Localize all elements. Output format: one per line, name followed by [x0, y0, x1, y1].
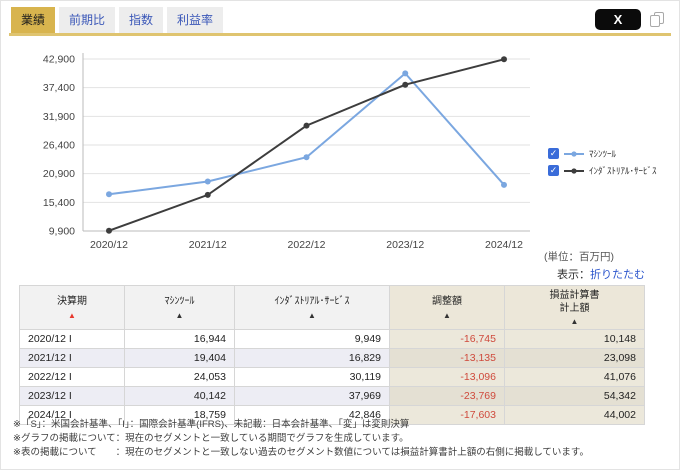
table-cell: 10,148: [504, 329, 645, 349]
table-cell: -13,096: [389, 367, 505, 387]
footnote-line: ※グラフの掲載について：現在のセグメントと一致している期間でグラフを生成していま…: [13, 432, 409, 444]
table-cell: 2024/12 I: [19, 405, 125, 425]
table-row: 2024/12 I 18,759 42,846 -17,603 44,002: [19, 405, 645, 425]
legend-label: ｲﾝﾀﾞｽﾄﾘｱﾙ･ｻｰﾋﾞｽ: [589, 166, 657, 176]
table-cell: 30,119: [234, 367, 390, 387]
unit-label: (単位：百万円): [544, 251, 614, 263]
svg-text:2021/12: 2021/12: [189, 239, 227, 251]
legend-item-0: ✓ ﾏｼﾝﾂｰﾙ: [548, 147, 657, 160]
table-cell: 2023/12 I: [19, 386, 125, 406]
tab-0[interactable]: 業績: [11, 7, 56, 33]
table-cell: 40,142: [124, 386, 235, 406]
legend-item-1: ✓ ｲﾝﾀﾞｽﾄﾘｱﾙ･ｻｰﾋﾞｽ: [548, 164, 657, 177]
chart-section: 9,900 15,400 20,900 26,400 31,900 37,400 42,90…: [1, 43, 679, 285]
table-cell: 16,944: [124, 329, 235, 349]
table-cell: 37,969: [234, 386, 390, 406]
footnote-line: ※表の掲載について ：現在のセグメントと一致しない過去のセグメント数値については…: [13, 446, 589, 458]
segment-table: 決算期 ▲ ﾏｼﾝﾂｰﾙ ▲ ｲﾝﾀﾞｽﾄﾘｱﾙ･ｻｰﾋﾞｽ ▲ 調整額 ▲ 損益計算書 計上額…: [19, 285, 645, 425]
tab-underline: [9, 33, 671, 36]
svg-text:2023/12: 2023/12: [386, 239, 424, 251]
svg-text:26,400: 26,400: [43, 140, 75, 152]
display-toggle-prefix: 表示：: [557, 269, 590, 281]
legend-line-marker-icon: [564, 167, 584, 174]
display-toggle: 表示：折りたたむ: [557, 266, 645, 282]
table-cell: 2022/12 I: [19, 367, 125, 387]
table-cell: 23,098: [504, 348, 645, 368]
sort-arrow-icon: ▲: [570, 317, 579, 326]
segment-table-body: 2020/12 I 16,944 9,949 -16,745 10,148 2021/12…: [19, 329, 645, 425]
footnotes: ※「S」：米国会計基準、「I」：国際会計基準(IFRS)、未記載：日本会計基準、…: [13, 418, 669, 459]
sort-arrow-icon: ▲: [308, 310, 316, 320]
svg-text:42,900: 42,900: [43, 54, 75, 66]
share-toolbar: X: [595, 9, 665, 30]
sort-arrow-icon: ▲: [68, 310, 76, 320]
sort-arrow-icon: ▲: [443, 310, 451, 320]
legend-label: ﾏｼﾝﾂｰﾙ: [589, 149, 617, 159]
table-cell: 44,002: [504, 405, 645, 425]
sort-arrow-icon: ▲: [175, 310, 184, 320]
copy-icon[interactable]: [650, 11, 665, 28]
legend-line-marker-icon: [564, 150, 584, 157]
table-cell: -13,135: [389, 348, 505, 368]
table-row: 2021/12 I 19,404 16,829 -13,135 23,098: [19, 348, 645, 368]
segment-table-header: 決算期 ▲ ﾏｼﾝﾂｰﾙ ▲ ｲﾝﾀﾞｽﾄﾘｱﾙ･ｻｰﾋﾞｽ ▲ 調整額 ▲ 損益計算書 計上額…: [19, 285, 645, 330]
table-cell: 19,404: [124, 348, 235, 368]
table-cell: 2020/12 I: [19, 329, 125, 349]
svg-text:9,900: 9,900: [49, 226, 75, 238]
tab-1[interactable]: 前期比: [59, 7, 116, 33]
column-header-2[interactable]: ｲﾝﾀﾞｽﾄﾘｱﾙ･ｻｰﾋﾞｽ ▲: [234, 285, 390, 330]
svg-text:15,400: 15,400: [43, 197, 75, 209]
table-row: 2022/12 I 24,053 30,119 -13,096 41,076: [19, 367, 645, 387]
tab-3[interactable]: 利益率: [167, 7, 224, 33]
table-row: 2020/12 I 16,944 9,949 -16,745 10,148: [19, 329, 645, 349]
table-cell: 9,949: [234, 329, 390, 349]
table-cell: 18,759: [124, 405, 235, 425]
tab-bar: 業績 前期比 指数 利益率: [11, 7, 224, 33]
footnote-line: ※「S」：米国会計基準、「I」：国際会計基準(IFRS)、未記載：日本会計基準、…: [13, 419, 410, 430]
table-cell: 54,342: [504, 386, 645, 406]
table-row: 2023/12 I 40,142 37,969 -23,769 54,342: [19, 386, 645, 406]
table-cell: 16,829: [234, 348, 390, 368]
tab-2[interactable]: 指数: [119, 7, 164, 33]
svg-text:37,400: 37,400: [43, 82, 75, 94]
table-cell: -23,769: [389, 386, 505, 406]
svg-text:2024/12: 2024/12: [485, 239, 523, 251]
column-header-4[interactable]: 損益計算書 計上額 ▲: [504, 285, 645, 330]
column-header-0[interactable]: 決算期 ▲: [19, 285, 125, 330]
table-cell: 42,846: [234, 405, 390, 425]
legend-checkbox-icon[interactable]: ✓: [548, 165, 559, 176]
collapse-link[interactable]: 折りたたむ: [590, 269, 645, 281]
x-share-button[interactable]: X: [595, 9, 641, 30]
chart-legend: ✓ ﾏｼﾝﾂｰﾙ ✓ ｲﾝﾀﾞｽﾄﾘｱﾙ･ｻｰﾋﾞｽ: [548, 147, 657, 181]
table-cell: 2021/12 I: [19, 348, 125, 368]
table-cell: -17,603: [389, 405, 505, 425]
table-cell: 24,053: [124, 367, 235, 387]
table-cell: -16,745: [389, 329, 505, 349]
svg-text:20,900: 20,900: [43, 168, 75, 180]
segment-chart: 9,900 15,400 20,900 26,400 31,900 37,400 42,90…: [43, 53, 530, 251]
svg-text:31,900: 31,900: [43, 111, 75, 123]
column-header-3[interactable]: 調整額 ▲: [389, 285, 505, 330]
svg-text:2022/12: 2022/12: [288, 239, 326, 251]
svg-text:2020/12: 2020/12: [90, 239, 128, 251]
column-header-1[interactable]: ﾏｼﾝﾂｰﾙ ▲: [124, 285, 235, 330]
legend-checkbox-icon[interactable]: ✓: [548, 148, 559, 159]
table-cell: 41,076: [504, 367, 645, 387]
